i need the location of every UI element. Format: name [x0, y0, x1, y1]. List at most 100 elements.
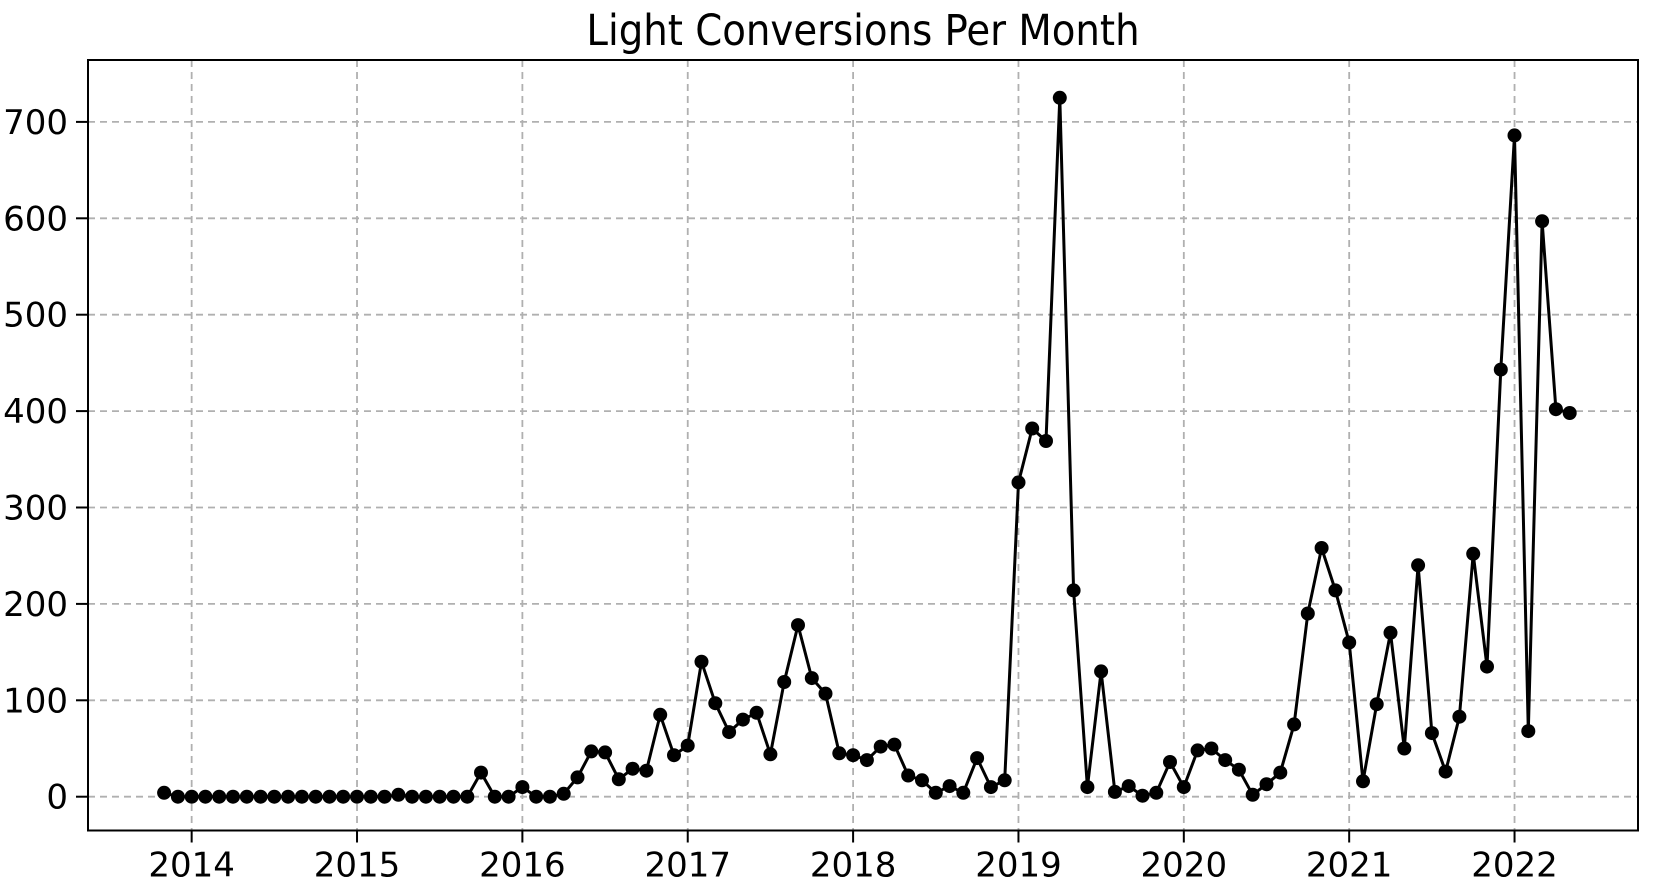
data-point — [1424, 726, 1439, 741]
data-point — [694, 654, 709, 669]
data-point — [1383, 625, 1398, 640]
data-point — [1204, 741, 1219, 756]
x-tick-label: 2021 — [1306, 846, 1393, 886]
data-point — [625, 761, 640, 776]
data-point — [1466, 546, 1481, 561]
data-point — [1066, 583, 1081, 598]
data-point — [253, 789, 268, 804]
y-tick-label: 300 — [3, 489, 68, 529]
y-tick-label: 400 — [3, 392, 68, 432]
data-point — [653, 707, 668, 722]
data-point — [749, 705, 764, 720]
data-point — [1356, 774, 1370, 789]
data-point — [1231, 762, 1246, 777]
x-tick-label: 2017 — [644, 846, 731, 886]
data-point — [432, 789, 447, 804]
data-point — [157, 785, 172, 800]
data-point — [942, 779, 957, 794]
data-point — [184, 789, 199, 804]
x-tick-label: 2019 — [975, 846, 1062, 886]
data-point — [170, 789, 185, 804]
data-point — [1135, 788, 1150, 803]
data-point — [859, 753, 874, 768]
data-point — [1480, 659, 1494, 674]
data-point — [901, 768, 916, 783]
y-tick-label: 0 — [46, 778, 68, 818]
data-point — [667, 748, 681, 763]
data-point — [1176, 780, 1191, 795]
data-point — [1300, 606, 1315, 621]
data-point — [350, 789, 364, 804]
y-tick-label: 700 — [3, 103, 68, 143]
x-tick-label: 2014 — [148, 846, 235, 886]
data-point — [308, 789, 323, 804]
data-point — [542, 789, 557, 804]
data-point — [281, 789, 296, 804]
data-point — [1452, 709, 1467, 724]
data-point — [1562, 406, 1577, 420]
x-tick-label: 2018 — [810, 846, 897, 886]
data-point — [391, 787, 406, 802]
data-point — [212, 789, 227, 804]
data-point — [928, 785, 943, 800]
data-point — [556, 786, 571, 801]
data-point — [294, 789, 309, 804]
data-point — [1052, 90, 1067, 105]
data-point — [818, 686, 833, 701]
data-point — [639, 763, 654, 778]
data-point — [1535, 214, 1550, 229]
data-point — [956, 785, 971, 800]
data-point — [267, 789, 282, 804]
data-point — [1521, 724, 1536, 739]
data-point — [570, 770, 585, 785]
data-point — [363, 789, 378, 804]
data-point — [377, 789, 392, 804]
x-tick-label: 2016 — [479, 846, 566, 886]
data-point — [446, 789, 461, 804]
data-point — [1314, 541, 1329, 555]
data-point — [1107, 784, 1122, 799]
data-point — [873, 739, 888, 754]
data-point — [515, 780, 530, 795]
data-point — [1025, 421, 1040, 436]
y-tick-label: 100 — [3, 681, 68, 721]
data-point — [915, 773, 929, 788]
data-point — [970, 751, 985, 766]
data-point — [680, 738, 695, 753]
data-point — [1259, 777, 1274, 792]
data-point — [598, 745, 613, 760]
data-point — [1548, 402, 1563, 417]
data-point — [887, 737, 902, 752]
plot-border — [87, 59, 1639, 832]
data-point — [460, 789, 475, 804]
data-point — [735, 712, 750, 727]
x-tick-label: 2015 — [314, 846, 401, 886]
x-tick-label: 2020 — [1141, 846, 1228, 886]
data-point — [1121, 779, 1136, 794]
data-point — [997, 773, 1012, 788]
data-point — [722, 725, 737, 740]
data-point — [1287, 717, 1302, 732]
data-point — [322, 789, 337, 804]
data-point — [832, 746, 847, 761]
data-point — [418, 789, 433, 804]
data-point — [1411, 558, 1426, 573]
data-point — [1039, 434, 1053, 448]
data-point — [611, 772, 626, 787]
data-point — [584, 744, 599, 759]
data-point — [1149, 785, 1164, 800]
data-point — [708, 696, 723, 711]
y-tick-label: 200 — [3, 585, 68, 625]
data-point — [791, 618, 805, 633]
data-point — [846, 748, 861, 763]
chart-title: Light Conversions Per Month — [586, 6, 1140, 56]
data-point — [405, 789, 420, 804]
data-point — [336, 789, 351, 804]
y-tick-label: 500 — [3, 296, 68, 336]
x-tick-label: 2022 — [1471, 846, 1558, 886]
data-point — [239, 789, 254, 804]
data-point — [1080, 780, 1095, 795]
data-point — [487, 789, 502, 804]
